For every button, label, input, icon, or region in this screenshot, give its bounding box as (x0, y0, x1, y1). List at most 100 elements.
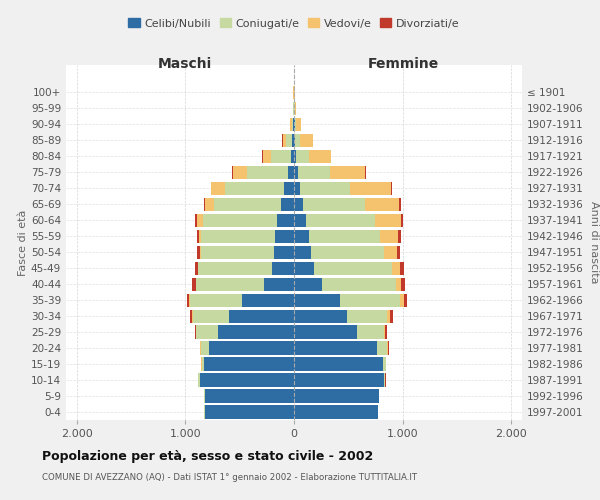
Bar (294, 278, 322, 290)
Bar (309, 150, 331, 162)
Bar (294, 294, 340, 306)
Bar (205, 390, 294, 402)
Bar (296, 118, 301, 130)
Bar (196, 278, 263, 290)
Bar (400, 294, 404, 306)
Bar (388, 310, 389, 322)
Bar (376, 214, 401, 226)
Bar (385, 326, 387, 338)
Bar (271, 150, 291, 162)
Bar (205, 406, 294, 418)
Bar (404, 294, 407, 306)
Bar (281, 198, 294, 210)
Bar (205, 198, 214, 210)
Bar (357, 326, 384, 338)
Bar (294, 246, 311, 258)
Bar (365, 198, 400, 210)
Bar (293, 118, 294, 130)
Bar (214, 198, 281, 210)
Bar (199, 374, 200, 386)
Bar (193, 278, 196, 290)
Bar (309, 230, 380, 242)
Bar (306, 214, 376, 226)
Bar (283, 134, 286, 146)
Bar (190, 294, 242, 306)
Bar (247, 166, 288, 178)
Bar (391, 182, 392, 194)
Bar (229, 310, 294, 322)
Bar (286, 134, 292, 146)
Bar (294, 198, 302, 210)
Bar (291, 150, 294, 162)
Text: Femmine: Femmine (368, 56, 439, 70)
Bar (187, 294, 189, 306)
Bar (199, 262, 272, 274)
Bar (242, 294, 294, 306)
Bar (202, 358, 204, 370)
Bar (294, 326, 357, 338)
Bar (204, 358, 294, 370)
Bar (194, 262, 198, 274)
Bar (298, 166, 331, 178)
Bar (294, 118, 295, 130)
Bar (295, 102, 296, 114)
Bar (203, 198, 205, 210)
Bar (380, 230, 398, 242)
Bar (350, 182, 391, 194)
Bar (314, 262, 392, 274)
Bar (294, 166, 298, 178)
Bar (383, 358, 386, 370)
Bar (195, 326, 196, 338)
Bar (302, 198, 365, 210)
Y-axis label: Fasce di età: Fasce di età (18, 210, 28, 276)
Bar (190, 310, 193, 322)
Bar (311, 246, 384, 258)
Bar (224, 182, 284, 194)
Bar (200, 342, 209, 354)
Bar (193, 310, 229, 322)
Bar (397, 246, 400, 258)
Bar (322, 278, 396, 290)
Bar (400, 262, 404, 274)
Bar (196, 214, 197, 226)
Bar (288, 166, 294, 178)
Bar (294, 374, 384, 386)
Bar (200, 246, 274, 258)
Bar (200, 374, 294, 386)
Bar (272, 262, 294, 274)
Bar (263, 150, 271, 162)
Bar (203, 214, 277, 226)
Bar (292, 118, 293, 130)
Bar (347, 310, 388, 322)
Bar (398, 230, 401, 242)
Bar (294, 150, 296, 162)
Legend: Celibi/Nubili, Coniugati/e, Vedovi/e, Divorziati/e: Celibi/Nubili, Coniugati/e, Vedovi/e, Di… (124, 14, 464, 33)
Bar (389, 310, 392, 322)
Bar (400, 198, 401, 210)
Bar (218, 326, 294, 338)
Bar (392, 262, 400, 274)
Bar (274, 246, 294, 258)
Bar (294, 310, 347, 322)
Bar (209, 342, 294, 354)
Bar (294, 406, 377, 418)
Bar (295, 134, 299, 146)
Bar (295, 118, 296, 130)
Bar (292, 134, 294, 146)
Text: Maschi: Maschi (157, 56, 212, 70)
Bar (294, 230, 309, 242)
Text: Popolazione per età, sesso e stato civile - 2002: Popolazione per età, sesso e stato civil… (42, 450, 373, 463)
Bar (384, 374, 385, 386)
Bar (384, 326, 385, 338)
Bar (300, 182, 350, 194)
Bar (290, 118, 292, 130)
Bar (197, 230, 199, 242)
Bar (284, 182, 294, 194)
Bar (401, 214, 403, 226)
Bar (196, 326, 218, 338)
Bar (199, 230, 201, 242)
Bar (201, 230, 275, 242)
Bar (384, 246, 397, 258)
Bar (197, 214, 203, 226)
Bar (340, 294, 400, 306)
